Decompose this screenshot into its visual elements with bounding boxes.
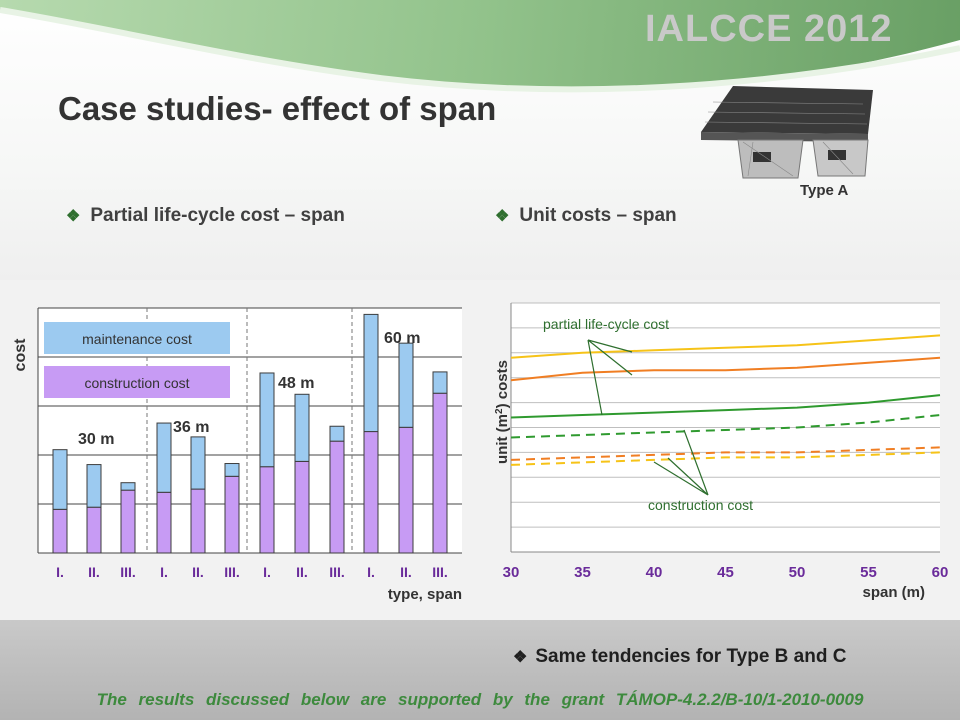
y-axis-label: unit (m2) costs [494,360,512,464]
grant-notice: The results discussed below are supporte… [96,690,864,709]
x-axis-label: type, span [388,586,462,603]
series-line-solid-orange [510,356,941,382]
x-tick-label: 30 [503,564,520,581]
span-group-label: 48 m [278,375,314,392]
x-tick-label: II. [192,564,204,580]
bar-maintenance-cost [329,425,345,442]
x-tick-label: I. [56,564,64,580]
series-line-solid-green [510,394,941,419]
conference-logo-text: IALCCE 2012 [645,8,893,50]
diamond-bullet-icon: ❖ [66,208,81,225]
bar-maintenance-cost [86,464,102,508]
legend-maintenance-label: maintenance cost [82,331,192,347]
bar-maintenance-cost [294,393,310,462]
bar-maintenance-cost [52,449,68,510]
bullet-partial-cost: ❖ Partial life-cycle cost – span [66,205,345,227]
footer-note: ❖ Same tendencies for Type B and C [513,646,846,668]
x-tick-label: III. [224,564,240,580]
x-tick-label: I. [263,564,271,580]
x-tick-label: 60 [932,564,949,581]
x-tick-label: 55 [860,564,877,581]
annotation-construction-cost: construction cost [648,497,753,513]
x-tick-label: 50 [789,564,806,581]
bar-maintenance-cost [432,371,448,394]
x-tick-label: I. [160,564,168,580]
x-tick-label: 35 [574,564,591,581]
x-tick-label: II. [296,564,308,580]
bar-maintenance-cost [363,313,379,433]
bar-maintenance-cost [398,342,414,428]
image-caption: Type A [800,182,849,199]
span-group-label: 30 m [78,431,114,448]
diamond-bullet-icon: ❖ [513,649,528,666]
x-tick-label: III. [329,564,345,580]
series-line-solid-yellow [510,334,941,359]
footer-note-text: Same tendencies for Type B and C [535,646,847,667]
annotation-partial-cost: partial life-cycle cost [543,316,669,332]
x-tick-label: III. [120,564,136,580]
bar-maintenance-cost [224,463,240,477]
diamond-bullet-icon: ❖ [495,208,510,225]
annotation-partial-cost-pointer [587,339,633,416]
bridge-model-image [701,86,873,179]
swoosh-decoration [0,0,960,93]
series-line-dashed-green [510,414,941,439]
x-tick-label: III. [432,564,448,580]
x-tick-label: 40 [646,564,663,581]
bar-maintenance-cost [259,372,275,468]
x-axis-label: span (m) [862,584,925,601]
bar-maintenance-cost [120,482,136,491]
x-tick-label: I. [367,564,375,580]
page-title: Case studies- effect of span [58,90,497,127]
annotation-construction-cost-pointer [653,429,709,496]
footer-band [0,620,960,720]
span-group-label: 60 m [384,330,420,347]
bullet-text: Unit costs – span [519,205,677,226]
x-tick-label: II. [88,564,100,580]
series-line-dashed-orange [510,446,941,461]
bullet-text: Partial life-cycle cost – span [90,205,345,226]
x-tick-label: II. [400,564,412,580]
stacked-bar-chart: I. II. III. I. II. III. I. II. III. I. II. III. 30 m… [12,307,462,603]
bar-maintenance-cost [156,422,172,493]
series-line-dashed-yellow [510,451,941,466]
bullet-unit-cost: ❖ Unit costs – span [495,205,677,227]
legend-construction-label: construction cost [84,375,189,391]
bar-maintenance-cost [190,436,206,490]
legend-maintenance-swatch [44,322,230,354]
line-chart: 30 35 40 45 50 55 60 partial life-cycle cost con… [494,302,949,601]
span-group-label: 36 m [173,419,209,436]
y-axis-label: cost [12,338,29,372]
legend-construction-swatch [44,366,230,398]
x-tick-label: 45 [717,564,734,581]
